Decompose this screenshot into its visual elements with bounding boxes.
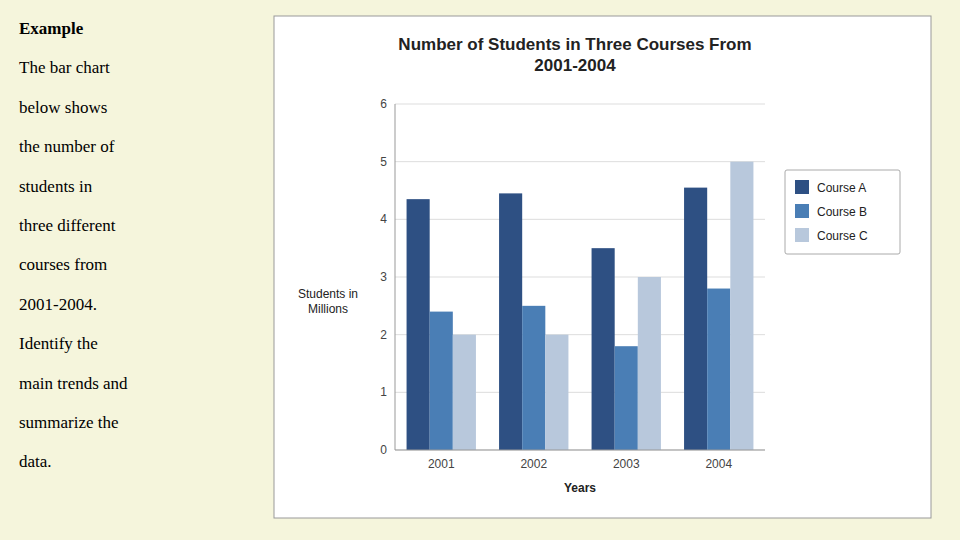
x-tick-label: 2004 (705, 457, 732, 471)
annotation-line: three different (19, 216, 116, 235)
x-axis-line (395, 450, 765, 451)
chart-panel (274, 16, 931, 518)
bars (407, 162, 754, 450)
y-tick-label: 2 (380, 328, 387, 342)
annotation-line: 2001-2004. (19, 295, 97, 314)
legend-label: Course A (817, 181, 866, 195)
annotation-line: summarize the (19, 413, 119, 432)
bar (430, 312, 453, 450)
annotation-line: main trends and (19, 374, 128, 393)
y-axis-label: Students inMillions (298, 287, 358, 316)
y-tick-label: 5 (380, 155, 387, 169)
y-tick-label: 4 (380, 212, 387, 226)
bar (499, 193, 522, 450)
annotation-line: data. (19, 452, 52, 471)
annotation-line: The bar chart (19, 58, 110, 77)
chart-title-line: Number of Students in Three Courses From (398, 35, 751, 54)
legend: Course A Course B Course C (785, 170, 900, 254)
legend-box (785, 170, 900, 254)
chart-svg: Example The bar chart below shows the numbe… (0, 0, 960, 540)
legend-swatch (795, 180, 809, 194)
x-tick-label: 2002 (520, 457, 547, 471)
y-tick-label: 6 (380, 97, 387, 111)
grid-line (395, 450, 765, 451)
y-tick-label: 3 (380, 270, 387, 284)
y-axis-label-line: Millions (308, 302, 348, 316)
grid-line (395, 104, 765, 105)
grid-line (395, 219, 765, 220)
annotation-line: courses from (19, 255, 107, 274)
legend-swatch (795, 204, 809, 218)
page-background (0, 0, 960, 540)
y-axis-label-line: Students in (298, 287, 358, 301)
x-tick-label: 2001 (428, 457, 455, 471)
chart-title-line: 2001-2004 (534, 56, 616, 75)
chart-title: Number of Students in Three Courses From… (398, 35, 751, 75)
annotation-line: Example (19, 19, 84, 38)
bar (453, 335, 476, 450)
bar (407, 199, 430, 450)
y-tick-label: 1 (380, 385, 387, 399)
bar (638, 277, 661, 450)
text-panel: Example The bar chart below shows the numbe… (19, 19, 128, 471)
annotation-line: the number of (19, 137, 115, 156)
x-tick-label: 2003 (613, 457, 640, 471)
grid-line (395, 161, 765, 162)
bar (615, 346, 638, 450)
annotation-line: Identify the (19, 334, 98, 353)
annotation-line: students in (19, 177, 93, 196)
y-tick-label: 0 (380, 443, 387, 457)
annotation-line: below shows (19, 98, 107, 117)
grid-line (395, 277, 765, 278)
bar (707, 289, 730, 450)
legend-label: Course B (817, 205, 867, 219)
x-axis-label: Years (564, 481, 596, 495)
bar (545, 335, 568, 450)
legend-label: Course C (817, 229, 868, 243)
legend-swatch (795, 228, 809, 242)
bar (522, 306, 545, 450)
bar (592, 248, 615, 450)
grid (395, 104, 765, 450)
bar (684, 188, 707, 450)
bar (730, 162, 753, 450)
y-axis-line (395, 104, 396, 450)
